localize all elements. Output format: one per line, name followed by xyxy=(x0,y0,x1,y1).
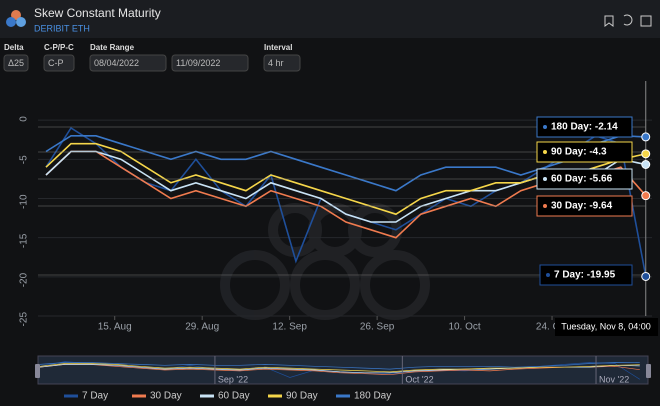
bookmark-icon[interactable] xyxy=(604,15,614,27)
point-marker xyxy=(641,132,651,142)
series-line xyxy=(39,364,640,376)
input-value: 4 hr xyxy=(268,58,284,68)
tooltip-box xyxy=(536,141,633,163)
point-marker xyxy=(641,149,651,159)
logo xyxy=(16,17,26,27)
legend-label[interactable]: 60 Day xyxy=(218,391,250,402)
tooltip-bullet xyxy=(543,125,547,129)
input-value: 08/04/2022 xyxy=(94,58,139,68)
legend: 7 Day 30 Day 60 Day 90 Day 180 Day xyxy=(64,391,391,402)
input-box[interactable] xyxy=(3,54,29,72)
x-tick-label: 10. Oct xyxy=(448,322,480,333)
navigator-handle[interactable] xyxy=(646,364,651,378)
y-tick-label: -20 xyxy=(19,272,30,287)
tooltip-box xyxy=(536,116,633,138)
x-tick-label: 26. Sep xyxy=(360,322,395,333)
y-tick-label: -10 xyxy=(19,194,30,209)
point-marker xyxy=(641,271,651,281)
tooltip-bullet xyxy=(543,204,547,208)
navigator-handle[interactable] xyxy=(35,364,40,378)
point-marker xyxy=(641,191,651,201)
logo xyxy=(6,17,16,27)
y-tick-label: 0 xyxy=(19,116,30,122)
input-box[interactable] xyxy=(43,54,75,72)
control-label: Date Range xyxy=(90,43,135,52)
x-tick-label: 24. Oct xyxy=(536,322,568,333)
input-box[interactable] xyxy=(171,54,249,72)
legend-label[interactable]: 180 Day xyxy=(354,391,391,402)
navigator-label: Sep '22 xyxy=(218,374,248,384)
x-tick-label: 15. Aug xyxy=(98,322,132,333)
tooltip-text: 30 Day: -9.64 xyxy=(551,201,613,212)
legend-label[interactable]: 30 Day xyxy=(150,391,182,402)
legend-label[interactable]: 7 Day xyxy=(82,391,108,402)
series-line xyxy=(39,363,640,373)
point-marker xyxy=(641,160,651,170)
controls: Delta Δ25 C-P/P-C C-P Date Range 08/04/2022 11… xyxy=(3,43,301,72)
navigator-label: Nov '22 xyxy=(599,374,629,384)
series-line xyxy=(45,134,646,192)
x-tick-label: 29. Aug xyxy=(185,322,219,333)
control-label: Delta xyxy=(4,43,24,52)
control-label: Interval xyxy=(264,43,292,52)
title: Skew Constant Maturity xyxy=(34,6,161,20)
tooltip-text: 60 Day: -5.66 xyxy=(551,174,613,185)
tooltip-text: 180 Day: -2.14 xyxy=(551,122,618,133)
input-value: Δ25 xyxy=(8,58,24,68)
input-box[interactable] xyxy=(263,54,301,72)
tooltip-box xyxy=(536,195,633,217)
tooltip-box xyxy=(539,264,633,286)
y-tick-label: -15 xyxy=(19,233,30,248)
navigator-label: Oct '22 xyxy=(405,374,433,384)
tooltip-bullet xyxy=(543,150,547,154)
input-box[interactable] xyxy=(89,54,167,72)
tooltip-box xyxy=(536,168,633,190)
legend-label[interactable]: 90 Day xyxy=(286,391,318,402)
date-tooltip-text: Tuesday, Nov 8, 04:00 xyxy=(561,321,651,331)
tooltip-bullet xyxy=(543,177,547,181)
series-line xyxy=(39,362,640,370)
y-tick-label: -5 xyxy=(19,155,30,164)
subtitle: DERIBIT ETH xyxy=(34,23,90,33)
watermark xyxy=(220,203,430,320)
tooltip-bullet xyxy=(546,273,550,277)
navigator: Sep '22 Oct '22 Nov '22 xyxy=(35,355,651,385)
refresh-icon[interactable] xyxy=(623,14,633,26)
x-tick-label: 12. Sep xyxy=(272,322,307,333)
date-tooltip xyxy=(555,318,658,336)
control-label: C-P/P-C xyxy=(44,43,74,52)
expand-icon[interactable] xyxy=(640,15,652,27)
tooltip-text: 7 Day: -19.95 xyxy=(554,270,616,281)
input-value: C-P xyxy=(48,58,64,68)
tooltips: 180 Day: -2.14 90 Day: -4.3 60 Day: -5.66 3… xyxy=(38,81,658,336)
tooltip-text: 90 Day: -4.3 xyxy=(551,147,607,158)
logo xyxy=(11,10,21,20)
input-value: 11/09/2022 xyxy=(176,58,220,68)
y-tick-label: -25 xyxy=(19,312,30,327)
header-bar xyxy=(0,0,660,38)
